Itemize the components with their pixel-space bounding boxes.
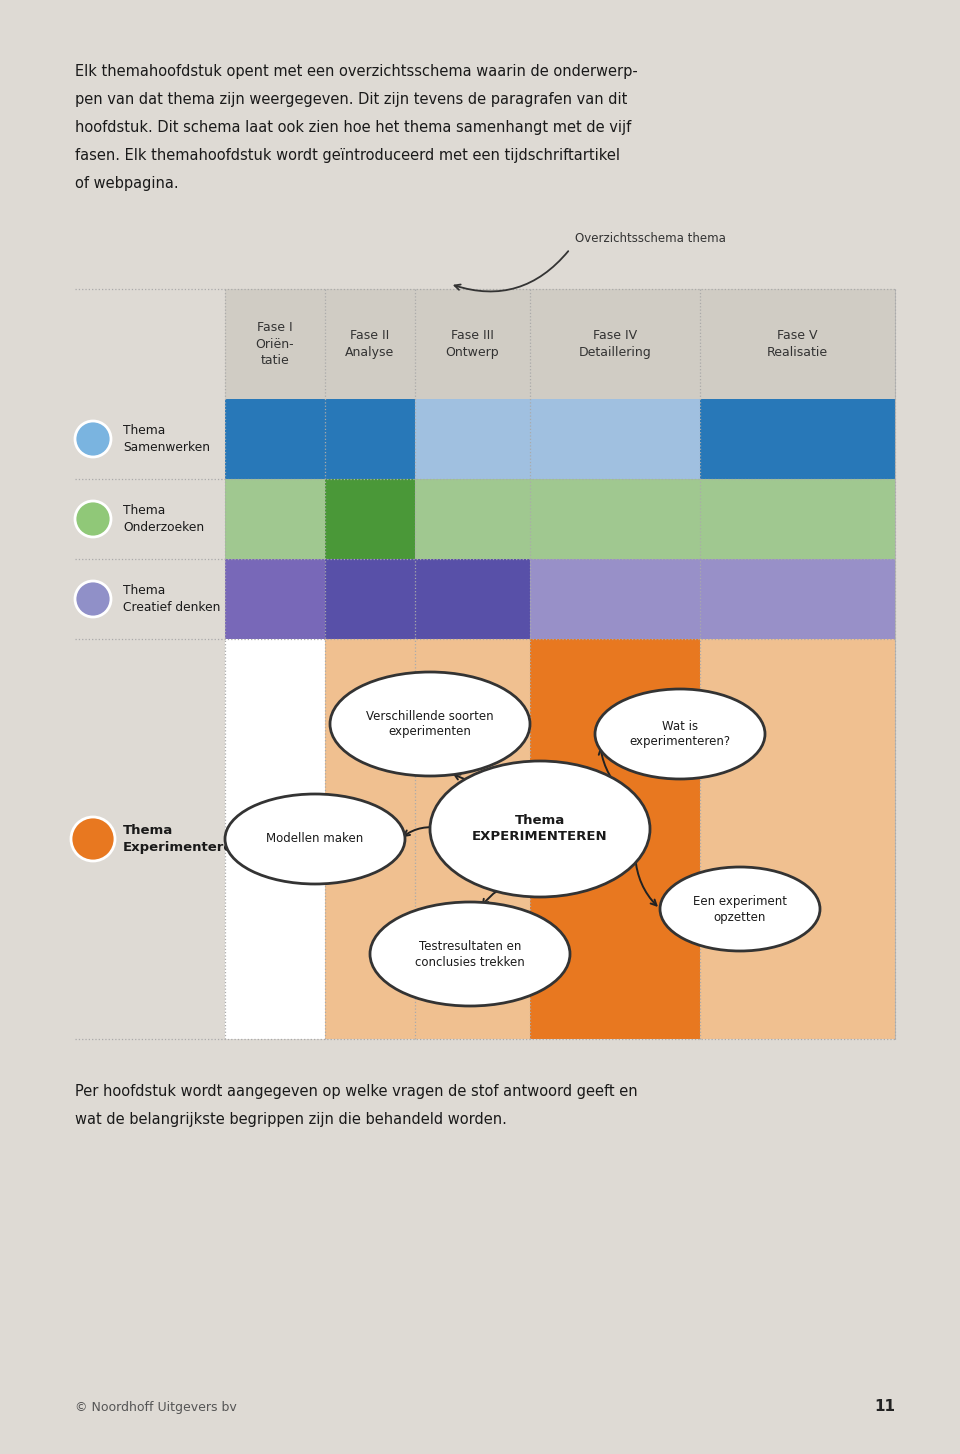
Text: fasen. Elk themahoofdstuk wordt geïntroduceerd met een tijdschriftartikel: fasen. Elk themahoofdstuk wordt geïntrod… [75,148,620,163]
Text: Een experiment
opzetten: Een experiment opzetten [693,894,787,923]
Text: Thema
Samenwerken: Thema Samenwerken [123,425,210,454]
Text: hoofdstuk. Dit schema laat ook zien hoe het thema samenhangt met de vijf: hoofdstuk. Dit schema laat ook zien hoe … [75,121,632,135]
Bar [415,398,530,478]
Circle shape [75,502,111,537]
Text: 11: 11 [874,1399,895,1413]
Bar [325,558,415,638]
Ellipse shape [660,867,820,951]
Text: Fase III
Ontwerp: Fase III Ontwerp [445,329,499,359]
Bar [530,638,700,1040]
Text: pen van dat thema zijn weergegeven. Dit zijn tevens de paragrafen van dit: pen van dat thema zijn weergegeven. Dit … [75,92,628,108]
Bar [325,638,415,1040]
Text: Thema
EXPERIMENTEREN: Thema EXPERIMENTEREN [472,814,608,843]
Text: of webpagina.: of webpagina. [75,176,179,190]
Text: Wat is
experimenteren?: Wat is experimenteren? [630,720,731,749]
Bar [700,478,895,558]
Ellipse shape [595,689,765,779]
Text: Testresultaten en
conclusies trekken: Testresultaten en conclusies trekken [415,939,525,968]
Bar [225,558,325,638]
Bar [700,558,895,638]
Text: Elk themahoofdstuk opent met een overzichtsschema waarin de onderwerp-: Elk themahoofdstuk opent met een overzic… [75,64,637,79]
Circle shape [75,422,111,457]
Bar [530,478,700,558]
Ellipse shape [370,901,570,1006]
Text: wat de belangrijkste begrippen zijn die behandeld worden.: wat de belangrijkste begrippen zijn die … [75,1112,507,1127]
Ellipse shape [430,760,650,897]
Circle shape [75,582,111,616]
Bar [415,638,530,1040]
Bar [700,638,895,1040]
Bar [530,398,700,478]
Bar [325,478,415,558]
Text: Thema
Creatief denken: Thema Creatief denken [123,585,221,614]
Text: Modellen maken: Modellen maken [266,833,364,845]
Ellipse shape [330,672,530,776]
Bar [415,478,530,558]
Bar [225,289,895,398]
Bar [225,638,325,1040]
Text: Verschillende soorten
experimenten: Verschillende soorten experimenten [366,710,493,739]
Text: Fase II
Analyse: Fase II Analyse [346,329,395,359]
Bar [325,398,415,478]
Text: Thema
Onderzoeken: Thema Onderzoeken [123,505,204,534]
Text: Fase IV
Detaillering: Fase IV Detaillering [579,329,652,359]
Bar [700,398,895,478]
Bar [225,398,325,478]
Bar [225,478,325,558]
Text: Overzichtsschema thema: Overzichtsschema thema [575,233,726,246]
Text: Fase I
Oriën-
tatie: Fase I Oriën- tatie [255,321,295,366]
Ellipse shape [225,794,405,884]
Bar [530,558,700,638]
Text: © Noordhoff Uitgevers bv: © Noordhoff Uitgevers bv [75,1402,237,1413]
Text: Thema
Experimenteren: Thema Experimenteren [123,824,243,853]
Text: Fase V
Realisatie: Fase V Realisatie [767,329,828,359]
Text: Per hoofdstuk wordt aangegeven op welke vragen de stof antwoord geeft en: Per hoofdstuk wordt aangegeven op welke … [75,1085,637,1099]
Circle shape [71,817,115,861]
Bar [225,289,895,1040]
Bar [415,558,530,638]
